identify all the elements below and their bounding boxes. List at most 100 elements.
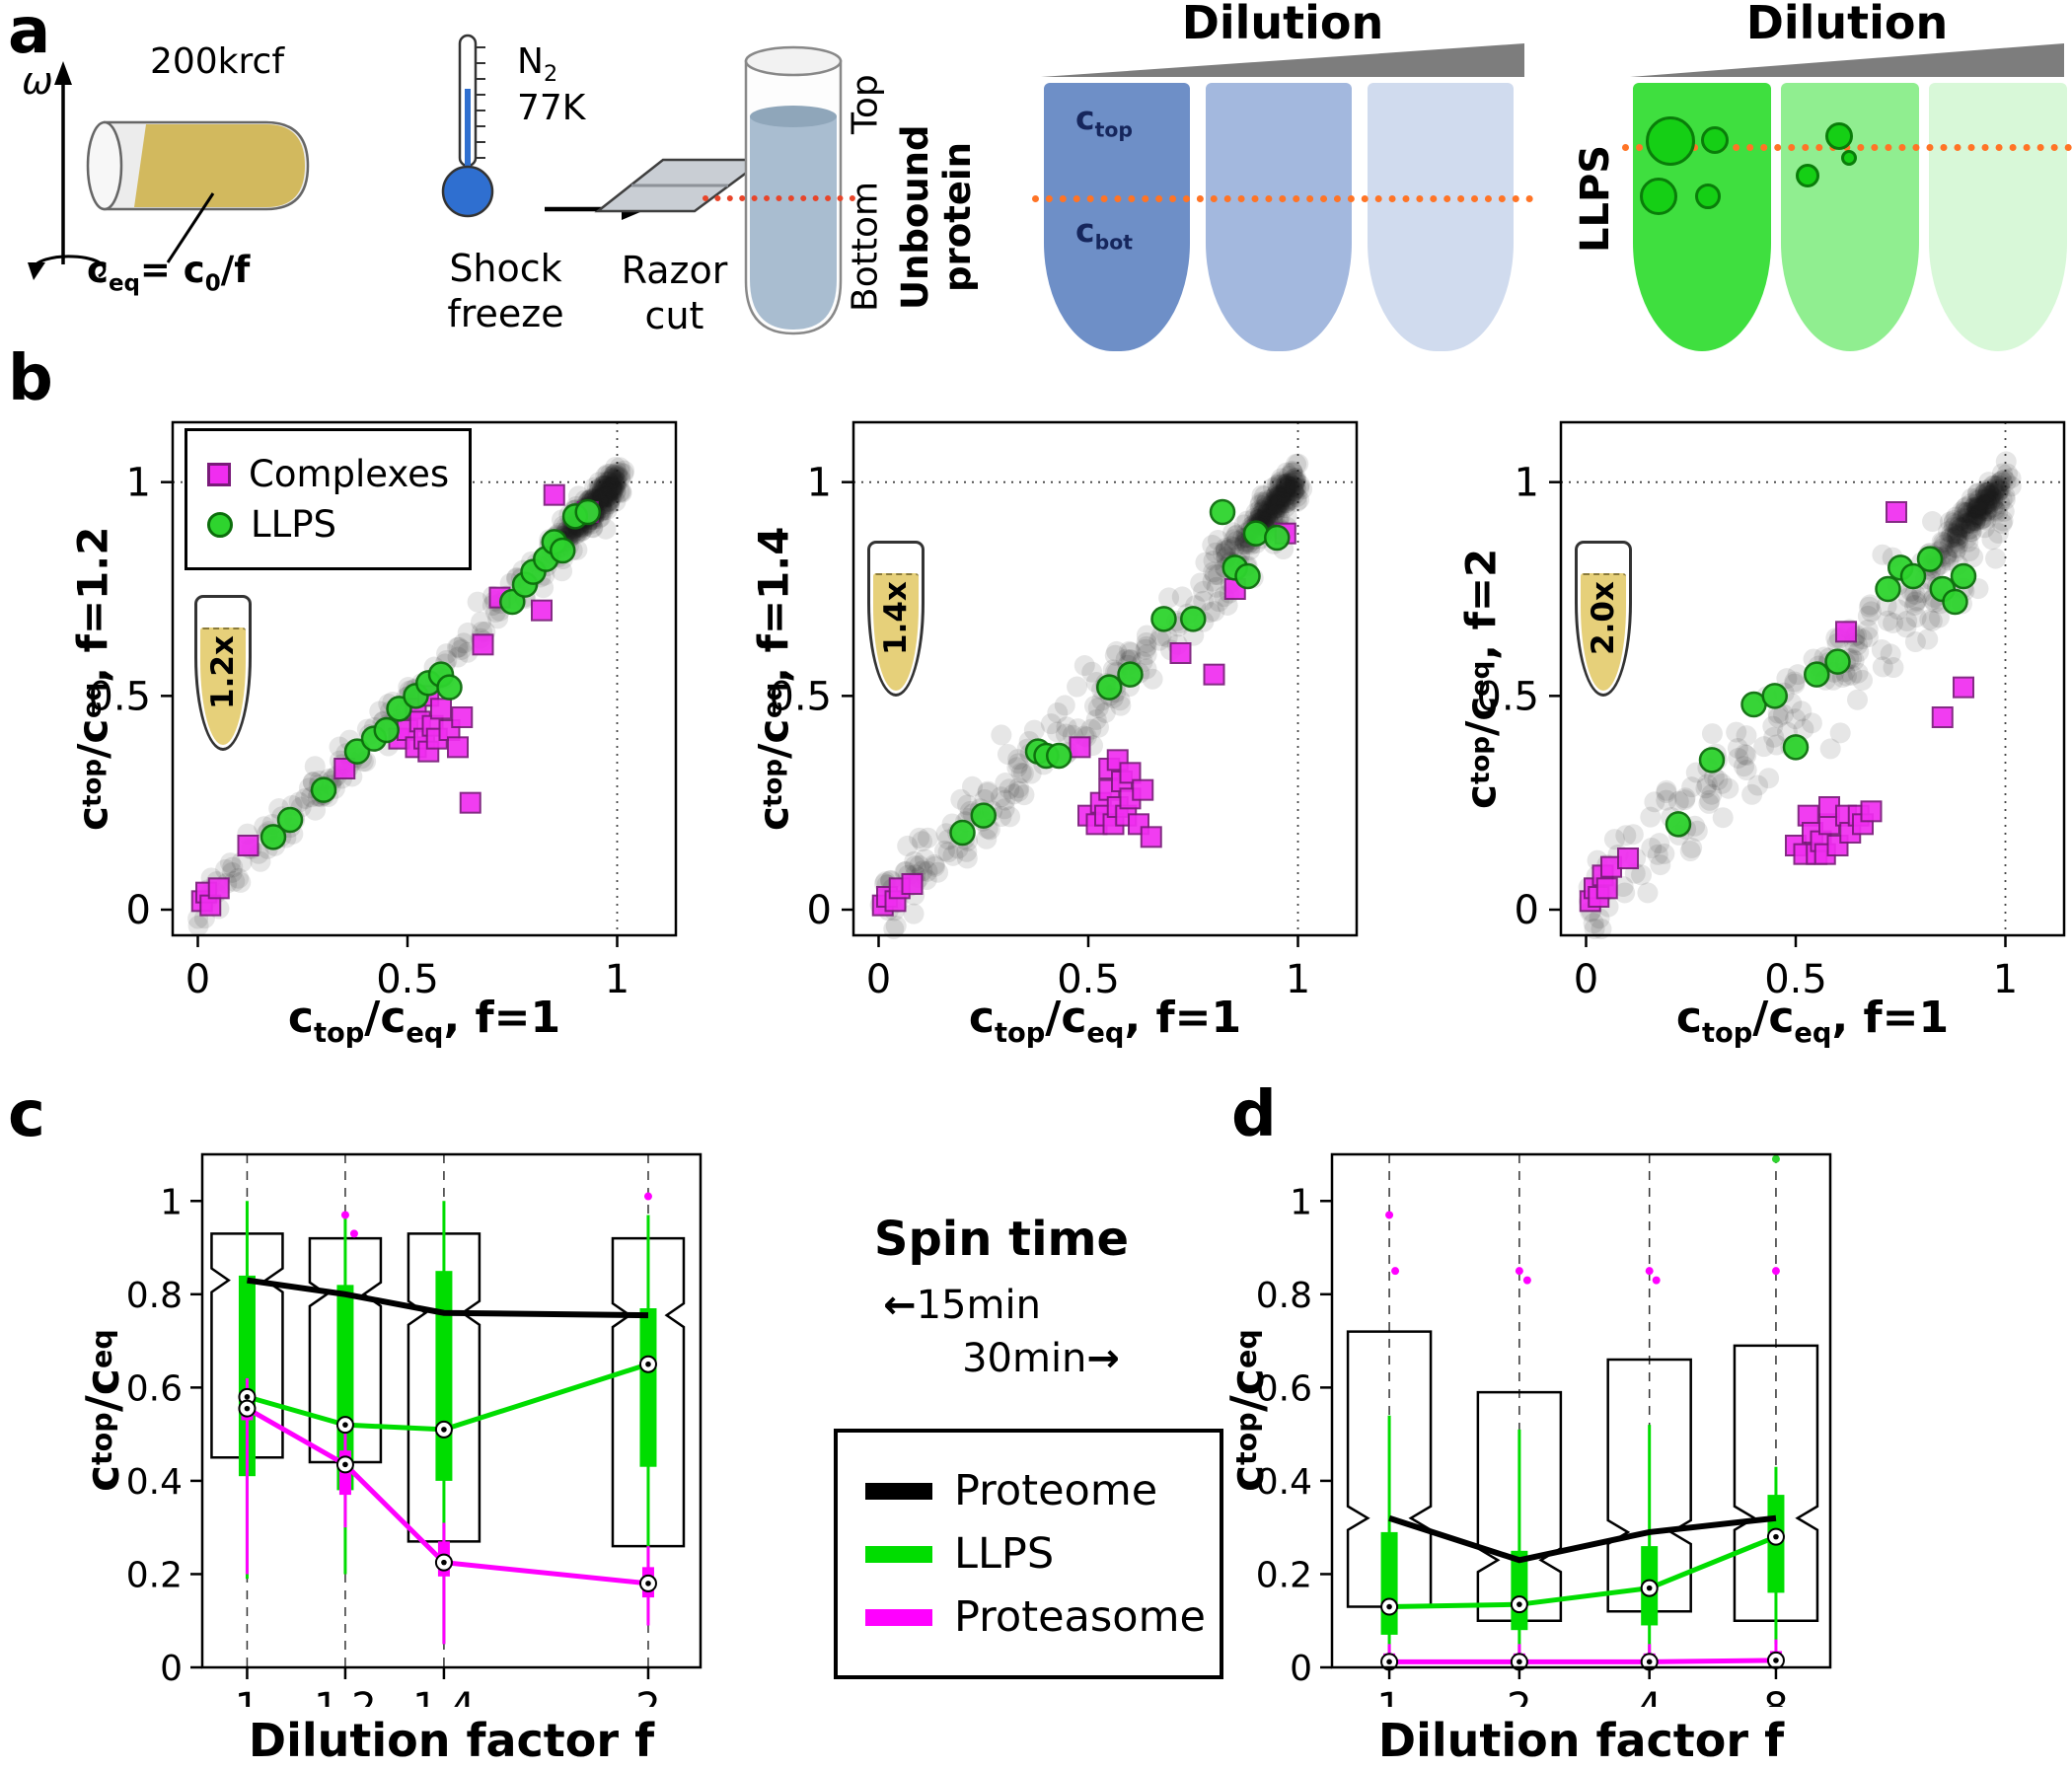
cut-line-label: cut <box>644 293 704 337</box>
series-legend-box: Proteome LLPS Proteasome <box>834 1429 1223 1679</box>
scatter-plot-f1-2: 0 0.5 1 0 0.5 1 <box>88 420 678 1002</box>
svg-text:4: 4 <box>1637 1685 1662 1707</box>
llps-droplet <box>1841 150 1857 166</box>
legend-row-complexes: Complexes <box>207 453 449 495</box>
x-axis-label: ctop/ceq, f=1 <box>1675 993 1950 1049</box>
razor-cut-line <box>703 195 855 201</box>
legend-row-proteome: Proteome <box>865 1466 1192 1515</box>
median-line-llps <box>246 1362 649 1433</box>
legend-row-llps: LLPS <box>865 1529 1192 1579</box>
svg-text:0: 0 <box>807 888 832 933</box>
scatter-plot-f2: 0 0.5 1 0 0.5 1 <box>1476 420 2066 1002</box>
llps-droplet <box>1695 184 1721 209</box>
dilution-tube-icon: 1.4x <box>867 541 925 697</box>
svg-text:0.5: 0.5 <box>1764 957 1827 1002</box>
series-llps <box>259 498 601 850</box>
outlier-point <box>1385 1211 1394 1219</box>
svg-text:0.6: 0.6 <box>126 1368 183 1409</box>
svg-text:0.5: 0.5 <box>1476 674 1539 719</box>
left-arrow-icon: ← <box>883 1283 917 1328</box>
boxplot-panel-spin: 1 1.2 1.4 2 0 0.2 0.4 0.6 0.8 1 ctop/ceq Dilution… <box>59 1110 750 1770</box>
y-axis-label: c top/c eq <box>76 1329 129 1493</box>
svg-text:1: 1 <box>160 1182 183 1222</box>
spin-time-annotation: Spin time ←15min 30min→ <box>809 1212 1194 1381</box>
freeze-line: freeze <box>447 291 564 335</box>
formula-leader-line <box>166 192 215 263</box>
llps-droplet <box>1701 126 1729 154</box>
svg-text:1: 1 <box>235 1685 259 1707</box>
outlier-point <box>340 1211 349 1219</box>
svg-text:1: 1 <box>807 461 832 506</box>
outlier-point <box>1391 1267 1400 1276</box>
interface-line-unbound <box>1032 195 1533 202</box>
proteome-swatch <box>865 1482 932 1500</box>
svg-text:0: 0 <box>866 957 891 1002</box>
unbound-tube-2 <box>1206 83 1352 351</box>
x-axis-label: Dilution factor f <box>248 1714 655 1767</box>
x-axis-label: ctop/ceq, f=1 <box>287 993 561 1049</box>
boxplot-svg-dilution: 1 2 4 8 0 0.2 0.4 0.6 0.8 1 <box>1256 1152 1832 1707</box>
liquid-surface <box>750 106 837 127</box>
scatter-panel-f1-4: 0 0.5 1 0 0.5 1 c top/c eq, f=1.4 ctop/ceq, f=1… <box>735 393 1381 1103</box>
razor-line: Razor <box>621 249 728 292</box>
svg-text:0.2: 0.2 <box>126 1555 183 1595</box>
rcf-label: 200krcf <box>149 41 285 82</box>
legend-row-proteasome: Proteasome <box>865 1592 1206 1642</box>
thermometer-mercury <box>465 89 471 170</box>
svg-text:0.5: 0.5 <box>1057 957 1120 1002</box>
ceq-formula: ceq= c0/f <box>87 249 251 297</box>
legend-label-complexes: Complexes <box>249 453 450 495</box>
outlier-point <box>643 1192 652 1201</box>
scatter-panel-f2: 0 0.5 1 0 0.5 1 c top/c eq, f=2 ctop/ceq, f=1 2… <box>1443 393 2072 1103</box>
centrifuge-rotor-icon <box>28 61 310 280</box>
dilution-gradient-triangle-left <box>1041 43 1524 77</box>
dilution-tube-icon: 1.2x <box>194 595 252 751</box>
svg-text:0: 0 <box>160 1649 183 1689</box>
shock-line: Shock <box>449 247 562 290</box>
svg-text:8: 8 <box>1763 1685 1788 1707</box>
tube-dilution-label: 2.0x <box>1586 581 1621 656</box>
svg-text:2: 2 <box>635 1685 660 1707</box>
panel-label-a: a <box>8 0 51 68</box>
box-series-proteome <box>1346 1330 1819 1622</box>
box-series-llps <box>1380 1415 1785 1667</box>
y-axis-label: c top/c eq <box>1221 1329 1274 1493</box>
x-axis-label: Dilution factor f <box>1377 1714 1785 1767</box>
svg-text:0.4: 0.4 <box>1256 1462 1312 1503</box>
dilution-gradient-triangle-right <box>1630 43 2064 77</box>
tube-dilution-label: 1.2x <box>205 635 241 710</box>
legend: Complexes LLPS <box>185 428 473 570</box>
x-axis-label: ctop/ceq, f=1 <box>968 993 1242 1049</box>
spin-15-label: 15min <box>916 1283 1041 1328</box>
scatter-plot-f1-4: 0 0.5 1 0 0.5 1 <box>769 420 1359 1002</box>
llps-droplet <box>1640 178 1677 215</box>
panel-label-d: d <box>1231 1078 1277 1151</box>
svg-text:0: 0 <box>126 888 151 933</box>
y-axis-label: c top/c eq, f=1.4 <box>749 526 798 832</box>
c-top-label: ctop <box>1075 99 1134 142</box>
bottom-label: Bottom <box>845 181 886 313</box>
svg-text:1: 1 <box>1515 461 1539 506</box>
outlier-point <box>349 1229 358 1238</box>
outlier-point <box>1645 1267 1654 1276</box>
axis-arrowhead <box>54 61 72 85</box>
n2-label: N2 <box>517 41 558 88</box>
llps-swatch <box>865 1545 932 1563</box>
outlier-point <box>1522 1276 1531 1285</box>
rotor-tube-opening <box>86 120 123 211</box>
sample-tube-liquid <box>750 116 837 330</box>
svg-text:1: 1 <box>605 957 629 1002</box>
legend-row-llps: LLPS <box>207 503 449 546</box>
median-line-proteome <box>1388 1514 1777 1564</box>
sample-tube-icon <box>744 45 843 335</box>
dilution-header-unbound: Dilution <box>1181 0 1384 49</box>
llps-droplet <box>1646 116 1695 166</box>
outlier-point <box>1515 1267 1523 1276</box>
llps-droplet <box>1825 122 1853 150</box>
outlier-point <box>1652 1276 1661 1285</box>
llps-label: LLPS <box>1573 144 1618 253</box>
sample-tube-opening <box>744 45 843 77</box>
y-axis-label: c top/c eq, f=1.2 <box>68 526 117 832</box>
proteasome-swatch <box>865 1608 932 1626</box>
svg-text:1: 1 <box>126 461 151 506</box>
